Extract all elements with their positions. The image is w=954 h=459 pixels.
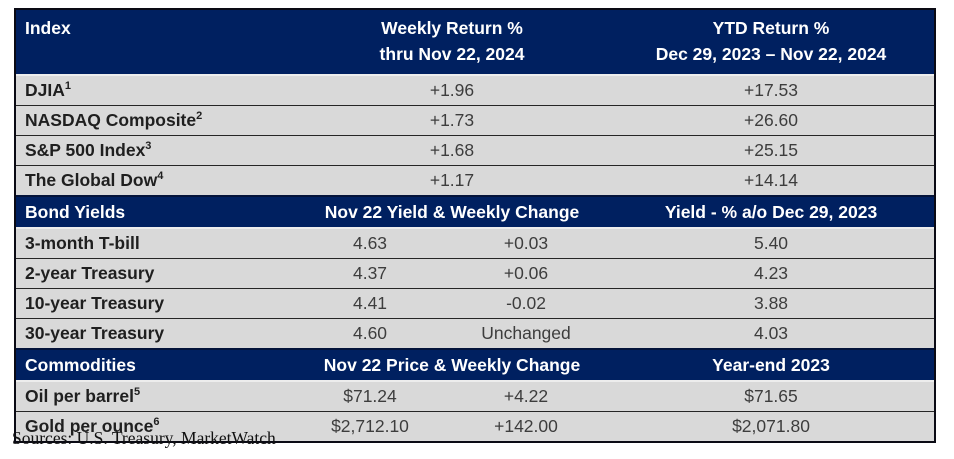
equities-header-weekly: Weekly Return % thru Nov 22, 2024 [296,10,609,76]
table-row-3month-tbill: 3-month T-bill 4.63 +0.03 5.40 [16,228,934,259]
index-name: DJIA [25,80,65,100]
index-name: S&P 500 Index [25,140,146,160]
index-name: NASDAQ Composite [25,110,197,130]
table-row-30year-treasury: 30-year Treasury 4.60 Unchanged 4.03 [16,318,934,349]
bonds-header-title: Bond Yields [16,195,296,229]
equities-header-ytd: YTD Return % Dec 29, 2023 – Nov 22, 2024 [608,10,934,76]
table-row-nasdaq: NASDAQ Composite2 +1.73 +26.60 [16,105,934,136]
yearend-value: $71.65 [608,381,934,412]
equities-header-row: Index Weekly Return % thru Nov 22, 2024 … [16,10,934,76]
weekly-change-value: +4.22 [444,381,609,412]
row-label: S&P 500 Index3 [16,135,296,166]
row-label: 30-year Treasury [16,318,296,349]
table-row-oil: Oil per barrel5 $71.24 +4.22 $71.65 [16,381,934,412]
price-value: $71.24 [296,381,444,412]
weekly-return-value: +1.96 [296,75,609,106]
footnote-marker: 3 [145,140,152,153]
price-value: $2,712.10 [296,411,444,441]
footnote-marker: 4 [157,170,164,183]
footnote-marker: 2 [196,110,203,123]
prior-yield-value: 5.40 [608,228,934,259]
table-row-sp500: S&P 500 Index3 +1.68 +25.15 [16,135,934,166]
weekly-return-value: +1.68 [296,135,609,166]
commodity-name: Oil per barrel [25,386,134,406]
footnote-marker: 6 [153,416,160,429]
prior-yield-value: 4.23 [608,258,934,289]
footnote-marker: 1 [64,80,71,93]
commodities-header-yearend: Year-end 2023 [608,348,934,382]
weekly-change-value: -0.02 [444,288,609,319]
weekly-change-value: +142.00 [444,411,609,441]
weekly-return-value: +1.17 [296,165,609,196]
bonds-header-prior-yield: Yield - % a/o Dec 29, 2023 [608,195,934,229]
ytd-return-value: +14.14 [608,165,934,196]
yield-value: 4.37 [296,258,444,289]
ytd-return-header-line1: YTD Return % [712,18,830,38]
ytd-return-value: +25.15 [608,135,934,166]
ytd-return-value: +17.53 [608,75,934,106]
ytd-return-header-line2: Dec 29, 2023 – Nov 22, 2024 [655,44,887,64]
sources-attribution: Sources: U.S. Treasury, MarketWatch [12,428,276,448]
bonds-header-yield-change: Nov 22 Yield & Weekly Change [296,195,609,229]
market-data-table: Index Weekly Return % thru Nov 22, 2024 … [14,8,936,443]
row-label: 10-year Treasury [16,288,296,319]
weekly-return-header-line1: Weekly Return % [381,18,523,38]
row-label: The Global Dow4 [16,165,296,196]
yield-value: 4.63 [296,228,444,259]
bonds-header-row: Bond Yields Nov 22 Yield & Weekly Change… [16,195,934,229]
prior-yield-value: 4.03 [608,318,934,349]
weekly-return-header-line2: thru Nov 22, 2024 [379,44,525,64]
equities-header-index: Index [16,10,296,76]
row-label: 3-month T-bill [16,228,296,259]
row-label: DJIA1 [16,75,296,106]
weekly-change-value: +0.06 [444,258,609,289]
weekly-change-value: +0.03 [444,228,609,259]
ytd-return-value: +26.60 [608,105,934,136]
commodities-header-title: Commodities [16,348,296,382]
row-label: NASDAQ Composite2 [16,105,296,136]
equities-header-index-label: Index [25,18,71,38]
commodities-header-row: Commodities Nov 22 Price & Weekly Change… [16,348,934,382]
row-label: Oil per barrel5 [16,381,296,412]
table-row-global-dow: The Global Dow4 +1.17 +14.14 [16,165,934,196]
yield-value: 4.41 [296,288,444,319]
footnote-marker: 5 [133,386,141,399]
weekly-return-value: +1.73 [296,105,609,136]
yield-value: 4.60 [296,318,444,349]
row-label: 2-year Treasury [16,258,296,289]
table-row-djia: DJIA1 +1.96 +17.53 [16,75,934,106]
yearend-value: $2,071.80 [608,411,934,441]
market-table: Index Weekly Return % thru Nov 22, 2024 … [16,10,934,441]
table-row-2year-treasury: 2-year Treasury 4.37 +0.06 4.23 [16,258,934,289]
table-row-gold: Gold per ounce6 $2,712.10 +142.00 $2,071… [16,411,934,441]
prior-yield-value: 3.88 [608,288,934,319]
weekly-change-value: Unchanged [444,318,609,349]
index-name: The Global Dow [25,170,158,190]
table-row-10year-treasury: 10-year Treasury 4.41 -0.02 3.88 [16,288,934,319]
row-label: Gold per ounce6 [16,411,296,441]
commodity-name: Gold per ounce [25,416,154,436]
commodities-header-price-change: Nov 22 Price & Weekly Change [296,348,609,382]
